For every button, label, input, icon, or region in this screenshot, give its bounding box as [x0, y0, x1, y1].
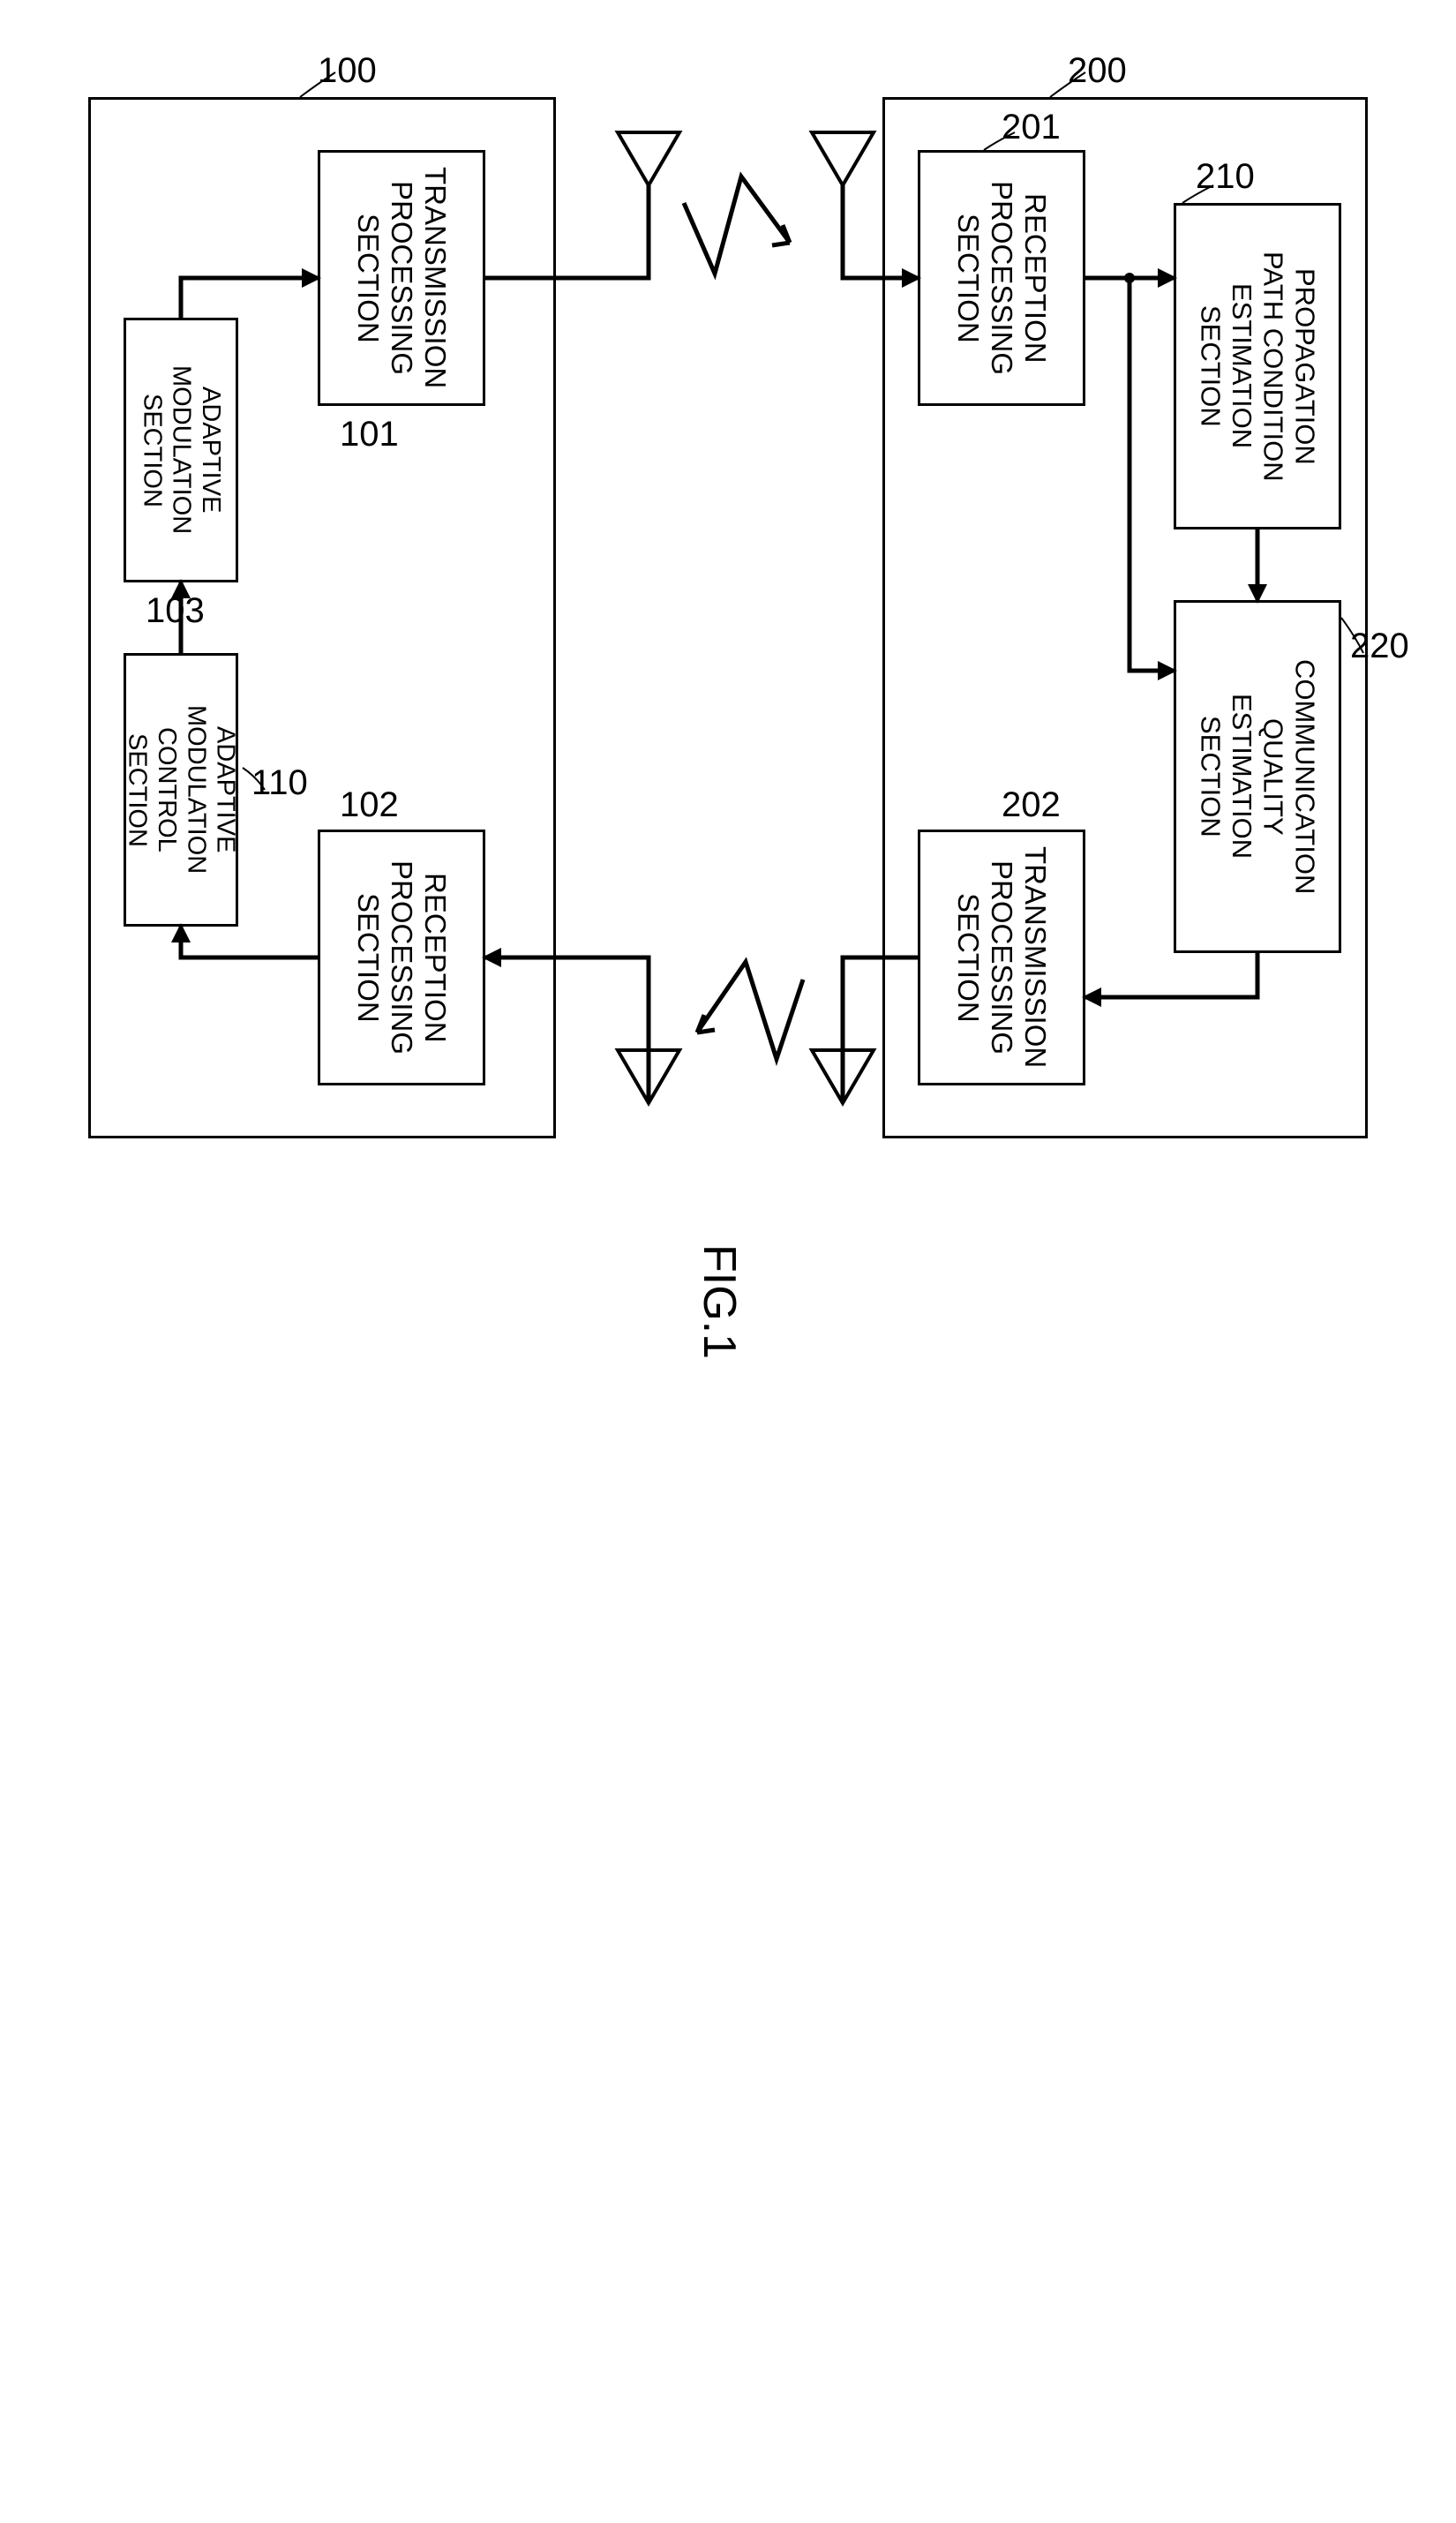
block-qual-est: COMMUNICATION QUALITY ESTIMATION SECTION	[1174, 600, 1341, 953]
ref-102: 102	[340, 785, 399, 825]
block-adapt-ctrl: ADAPTIVE MODULATION CONTROL SECTION	[124, 653, 238, 927]
antenna-tx-right	[812, 1050, 874, 1103]
block-prop-est: PROPAGATION PATH CONDITION ESTIMATION SE…	[1174, 203, 1341, 529]
antenna-rx-left	[618, 1050, 679, 1103]
ref-200: 200	[1068, 51, 1127, 91]
antenna-tx-left	[618, 132, 679, 185]
text-adapt-mod: ADAPTIVE MODULATION SECTION	[137, 365, 225, 534]
antenna-rx-right	[812, 132, 874, 185]
block-rx-proc-right: RECEPTION PROCESSING SECTION	[918, 150, 1085, 406]
signal-bottom-arrow	[697, 1015, 715, 1032]
signal-top-arrow	[772, 225, 790, 245]
figure-label: FIG.1	[693, 1244, 746, 1359]
block-adapt-mod: ADAPTIVE MODULATION SECTION	[124, 318, 238, 582]
diagram-page: 100 TRANSMISSION PROCESSING SECTION 101 …	[35, 35, 1421, 2488]
ref-201: 201	[1002, 108, 1061, 147]
ref-210: 210	[1196, 157, 1255, 197]
signal-top	[684, 176, 790, 274]
ref-100: 100	[318, 51, 377, 91]
ref-202: 202	[1002, 785, 1061, 825]
signal-bottom	[697, 962, 803, 1059]
ref-101: 101	[340, 415, 399, 454]
text-prop-est: PROPAGATION PATH CONDITION ESTIMATION SE…	[1195, 252, 1321, 482]
text-adapt-ctrl: ADAPTIVE MODULATION CONTROL SECTION	[122, 705, 239, 874]
text-rx-proc-left: RECEPTION PROCESSING SECTION	[351, 860, 452, 1055]
text-tx-proc-right: TRANSMISSION PROCESSING SECTION	[951, 846, 1052, 1068]
text-qual-est: COMMUNICATION QUALITY ESTIMATION SECTION	[1195, 659, 1321, 894]
block-rx-proc-left: RECEPTION PROCESSING SECTION	[318, 830, 485, 1085]
ref-220: 220	[1350, 627, 1409, 666]
text-tx-proc-left: TRANSMISSION PROCESSING SECTION	[351, 167, 452, 388]
ref-110: 110	[251, 763, 308, 803]
text-rx-proc-right: RECEPTION PROCESSING SECTION	[951, 181, 1052, 375]
block-tx-proc-left: TRANSMISSION PROCESSING SECTION	[318, 150, 485, 406]
ref-103: 103	[146, 591, 205, 631]
block-tx-proc-right: TRANSMISSION PROCESSING SECTION	[918, 830, 1085, 1085]
